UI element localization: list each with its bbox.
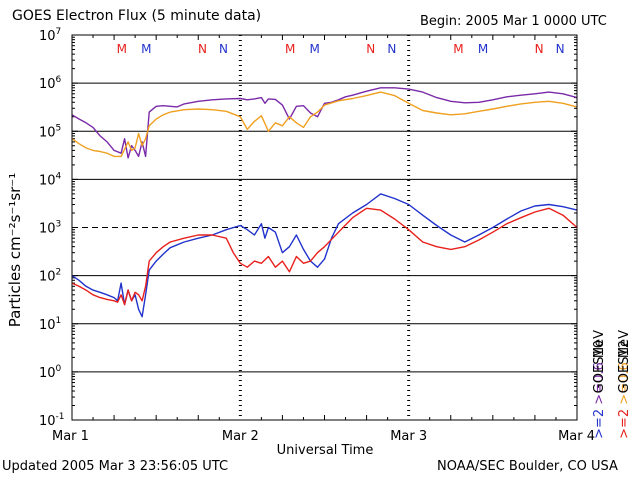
y-tick-label: 104 [39, 171, 62, 188]
noon-marker: N [366, 42, 375, 56]
legend-entry: >=0.6 [592, 362, 607, 409]
noon-marker: N [387, 42, 396, 56]
midnight-marker: M [141, 42, 151, 56]
y-tick-label: 106 [39, 75, 62, 92]
legend-goes10-satellite: GOES10 [592, 340, 607, 393]
y-tick-label: 103 [39, 220, 61, 237]
legend-goes12-energies: >=2 >=0.6 MeV [617, 330, 632, 439]
x-axis-label: Universal Time [277, 443, 374, 458]
y-axis-label: Particles cm⁻²s⁻¹sr⁻¹ [6, 173, 24, 327]
y-tick-label: 10-1 [39, 412, 65, 429]
y-tick-label: 102 [39, 268, 61, 285]
legend-entry: >=0.6 [617, 362, 632, 409]
midnight-marker: M [117, 42, 127, 56]
series-goes10-2-mev [71, 193, 578, 318]
legend-entry: MeV [592, 330, 607, 362]
x-tick-label: Mar 4 [558, 429, 595, 444]
midnight-marker: M [310, 42, 320, 56]
begin-time-label: Begin: 2005 Mar 1 0000 UTC [420, 14, 607, 29]
y-tick-label: 100 [39, 364, 62, 381]
midnight-marker: M [478, 42, 488, 56]
updated-timestamp: Updated 2005 Mar 3 23:56:05 UTC [2, 459, 229, 474]
legend-entry: MeV [617, 330, 632, 362]
chart-title: GOES Electron Flux (5 minute data) [12, 8, 262, 24]
midnight-marker: M [285, 42, 295, 56]
noon-marker: N [556, 42, 565, 56]
x-tick-label: Mar 1 [52, 429, 89, 444]
legend-goes10-energies: >=2 >=0.6 MeV [592, 330, 607, 439]
y-tick-label: 105 [39, 123, 61, 140]
x-tick-label: Mar 2 [222, 429, 259, 444]
noon-marker: N [198, 42, 207, 56]
legend-entry: >=2 [592, 409, 607, 439]
noon-marker: N [535, 42, 544, 56]
noon-marker: N [219, 42, 228, 56]
noaa-credit: NOAA/SEC Boulder, CO USA [437, 459, 618, 474]
series-lines [71, 87, 578, 318]
plot-frame [71, 34, 578, 421]
series-goes10-0-6-mev [71, 87, 578, 159]
series-goes12-0-6-mev [71, 91, 578, 158]
legend-goes12-satellite: GOES12 [617, 340, 632, 393]
y-tick-label: 101 [39, 316, 61, 333]
y-tick-label: 107 [39, 27, 61, 44]
legend-entry: >=2 [617, 409, 632, 439]
midnight-marker: M [453, 42, 463, 56]
grid-lines [72, 35, 577, 420]
x-tick-label: Mar 3 [390, 429, 427, 444]
series-goes12-2-mev [71, 207, 578, 306]
